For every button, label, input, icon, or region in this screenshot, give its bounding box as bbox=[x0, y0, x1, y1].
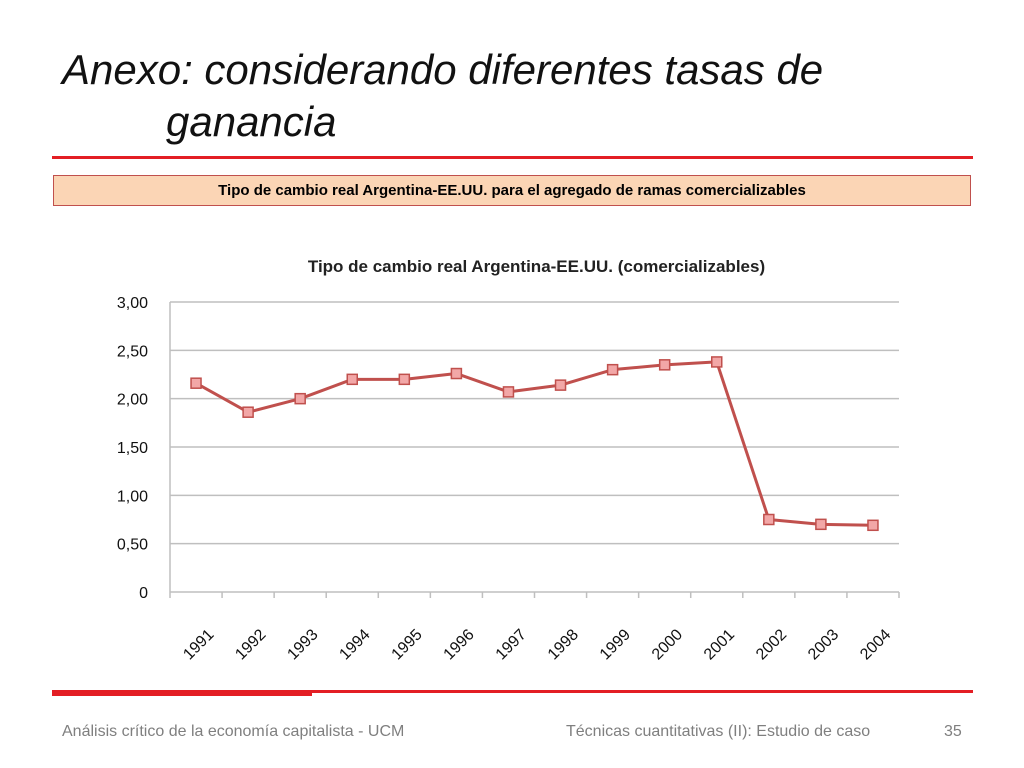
footer-divider bbox=[52, 690, 973, 693]
x-tick-label: 2002 bbox=[753, 626, 790, 663]
x-tick-label: 2004 bbox=[857, 626, 894, 663]
chart-title: Tipo de cambio real Argentina-EE.UU. (co… bbox=[308, 257, 765, 276]
page-number: 35 bbox=[944, 723, 962, 740]
x-tick-label: 1999 bbox=[597, 626, 634, 663]
x-tick-label: 1992 bbox=[232, 626, 269, 663]
x-tick-label: 1997 bbox=[493, 626, 530, 663]
series-line bbox=[195, 360, 873, 527]
y-tick-label: 3,00 bbox=[117, 295, 148, 312]
data-point bbox=[398, 373, 411, 386]
data-point bbox=[763, 513, 775, 526]
data-point bbox=[867, 519, 879, 532]
footer-divider-accent bbox=[52, 690, 312, 696]
data-point bbox=[294, 392, 306, 405]
y-tick-label: 1,50 bbox=[117, 440, 148, 457]
x-tick-label: 2001 bbox=[701, 626, 738, 663]
slide-title: Anexo: considerando diferentes tasas de … bbox=[62, 44, 962, 148]
x-tick-label: 2000 bbox=[649, 626, 686, 663]
data-point bbox=[606, 363, 619, 376]
data-point bbox=[711, 356, 723, 368]
y-tick-label: 1,00 bbox=[117, 488, 148, 505]
y-tick-label: 0 bbox=[139, 585, 148, 602]
data-point bbox=[815, 518, 827, 531]
data-point bbox=[346, 373, 358, 386]
x-tick-label: 1996 bbox=[441, 626, 478, 663]
title-divider bbox=[52, 156, 973, 159]
x-tick-label: 2003 bbox=[805, 626, 842, 663]
slide-title-line2: ganancia bbox=[166, 98, 337, 145]
chart-banner: Tipo de cambio real Argentina-EE.UU. par… bbox=[53, 175, 971, 206]
y-tick-label: 0,50 bbox=[117, 537, 148, 554]
y-tick-label: 2,00 bbox=[117, 392, 148, 409]
x-tick-label: 1998 bbox=[545, 626, 582, 663]
data-point bbox=[190, 377, 202, 389]
data-point bbox=[554, 379, 567, 391]
x-tick-label: 1991 bbox=[180, 626, 217, 663]
data-point bbox=[502, 386, 515, 398]
footer-left: Análisis crítico de la economía capitali… bbox=[62, 723, 405, 740]
footer-center: Técnicas cuantitativas (II): Estudio de … bbox=[566, 723, 871, 740]
data-point bbox=[450, 367, 463, 380]
slide-title-line1: Anexo: considerando diferentes tasas de bbox=[62, 46, 824, 93]
x-tick-label: 1995 bbox=[389, 626, 426, 663]
x-tick-label: 1993 bbox=[284, 626, 321, 663]
x-tick-label: 1994 bbox=[336, 626, 373, 663]
data-point bbox=[658, 359, 671, 371]
y-tick-label: 2,50 bbox=[117, 343, 148, 360]
data-point bbox=[242, 406, 254, 418]
